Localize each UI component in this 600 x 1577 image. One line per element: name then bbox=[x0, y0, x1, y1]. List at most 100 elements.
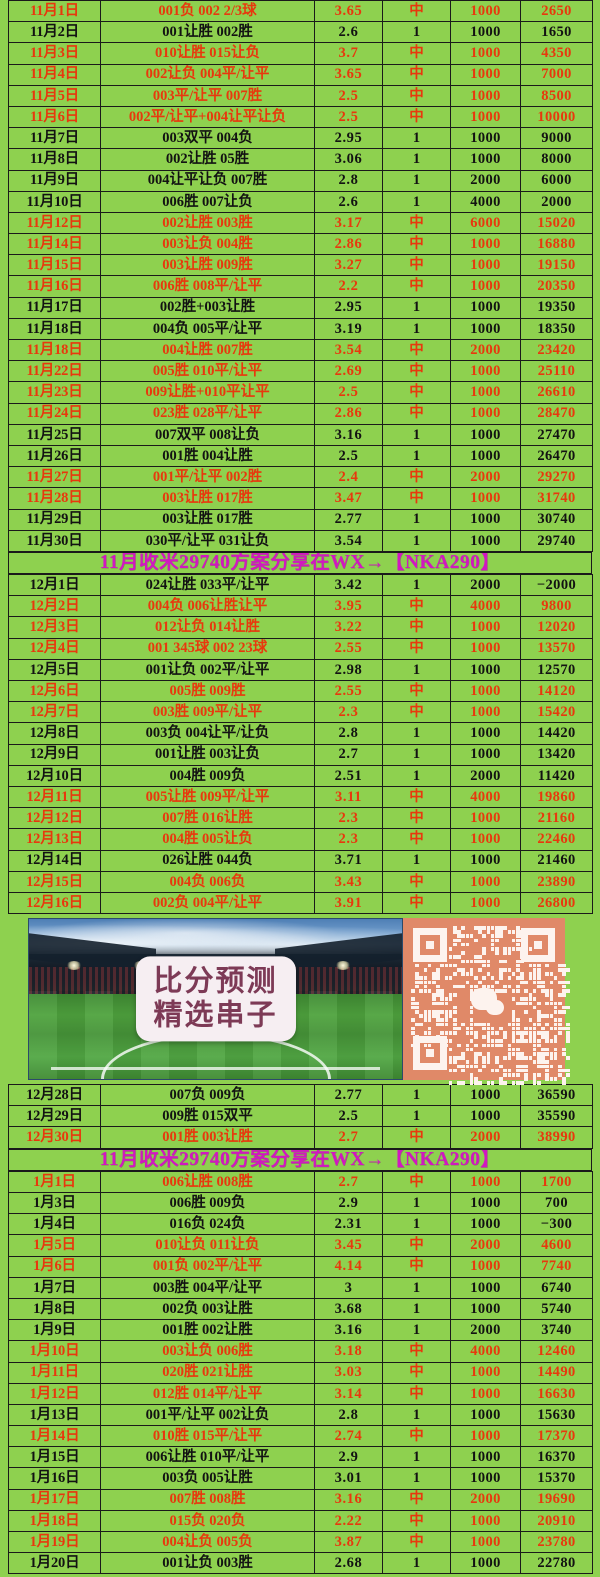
cell-odds: 2.9 bbox=[314, 1191, 383, 1215]
cell-odds: 2.95 bbox=[314, 127, 383, 150]
cell-hit: 中 bbox=[382, 275, 451, 298]
floodlight-icon bbox=[66, 960, 83, 970]
qr-module bbox=[524, 1026, 528, 1031]
qr-module bbox=[490, 934, 495, 939]
cell-match: 001平/让平 002让负 bbox=[100, 1403, 315, 1427]
cell-profit: 1650 bbox=[520, 21, 593, 44]
cell-odds: 2.7 bbox=[314, 1170, 383, 1194]
qr-module bbox=[524, 997, 528, 1002]
qr-module bbox=[503, 1068, 507, 1073]
qr-module bbox=[532, 972, 537, 976]
qr-module bbox=[549, 1052, 554, 1056]
cell-odds: 3.17 bbox=[314, 211, 383, 235]
cell-odds: 3.22 bbox=[314, 616, 383, 639]
qr-module bbox=[478, 930, 482, 934]
qr-module bbox=[511, 972, 516, 976]
qr-module bbox=[537, 1031, 541, 1035]
table-row: 12月30日 001胜 003让胜 2.7 中 2000 38990 bbox=[8, 1126, 593, 1149]
table-row: 12月1日 024让胜 033平/让平 3.42 1 2000 −2000 bbox=[8, 574, 593, 597]
cell-profit: 11420 bbox=[520, 764, 593, 787]
cell-profit: 26470 bbox=[520, 444, 593, 468]
qr-module bbox=[486, 963, 491, 968]
cell-match: 016负 024负 bbox=[100, 1213, 315, 1236]
cell-date: 11月18日 bbox=[8, 338, 101, 362]
cell-odds: 3.71 bbox=[314, 849, 383, 872]
qr-module bbox=[415, 1035, 419, 1039]
qr-module bbox=[469, 1047, 474, 1052]
cell-hit: 中 bbox=[382, 211, 451, 235]
qr-module bbox=[541, 1026, 545, 1031]
table-row: 11月8日 002让胜 05胜 3.06 1 1000 8000 bbox=[8, 148, 593, 171]
qr-module bbox=[474, 984, 478, 989]
qr-module bbox=[411, 1001, 415, 1006]
qr-module bbox=[566, 1039, 570, 1044]
cell-hit: 1 bbox=[382, 1552, 451, 1575]
qr-module bbox=[465, 972, 470, 976]
qr-module bbox=[495, 930, 499, 934]
qr-module bbox=[520, 951, 524, 955]
cell-date: 12月4日 bbox=[8, 637, 101, 660]
cell-match: 001让负 003胜 bbox=[100, 1552, 315, 1575]
cell-match: 001让胜 003让负 bbox=[100, 743, 315, 766]
cell-date: 11月25日 bbox=[8, 423, 101, 446]
qr-module bbox=[432, 972, 436, 976]
cell-odds: 2.5 bbox=[314, 381, 383, 404]
table-row: 11月18日 004负 005平/让平 3.19 1 1000 18350 bbox=[8, 317, 593, 341]
qr-module bbox=[444, 1039, 449, 1044]
cell-profit: 8500 bbox=[520, 84, 593, 107]
qr-module bbox=[436, 976, 440, 981]
qr-module bbox=[457, 1026, 461, 1031]
qr-module bbox=[427, 1010, 432, 1014]
qr-module bbox=[520, 1031, 524, 1035]
cell-date: 12月30日 bbox=[8, 1126, 101, 1149]
wechat-qr-code[interactable] bbox=[403, 918, 570, 1086]
qr-module bbox=[465, 1026, 470, 1031]
cell-profit: 7000 bbox=[520, 63, 593, 86]
qr-module bbox=[553, 1052, 558, 1056]
cell-date: 12月9日 bbox=[8, 743, 101, 766]
qr-module bbox=[474, 1022, 478, 1027]
qr-module bbox=[419, 1014, 423, 1018]
qr-module bbox=[507, 1047, 512, 1052]
cell-match: 026让胜 044负 bbox=[100, 849, 315, 872]
cell-hit: 中 bbox=[382, 1126, 451, 1149]
cell-date: 11月1日 bbox=[8, 0, 101, 23]
qr-module bbox=[436, 993, 440, 997]
cell-profit: 23420 bbox=[520, 338, 593, 362]
qr-module bbox=[495, 1039, 499, 1044]
table-row: 1月1日 006让胜 008胜 2.7 中 1000 1700 bbox=[8, 1170, 593, 1194]
cell-match: 003平/让平 007胜 bbox=[100, 84, 315, 107]
cell-stake: 1000 bbox=[450, 679, 521, 703]
qr-module bbox=[520, 1056, 524, 1060]
qr-module bbox=[499, 989, 503, 993]
cell-date: 11月7日 bbox=[8, 127, 101, 150]
promo-banner-table: 11月收米29740方案分享在WX→【NKA290】 bbox=[8, 551, 592, 575]
cell-stake: 4000 bbox=[450, 1340, 521, 1363]
cell-match: 009让胜+010平让平 bbox=[100, 381, 315, 404]
promo-image-block: 比分预测 精选串子 bbox=[8, 914, 592, 1086]
qr-module bbox=[532, 1081, 537, 1086]
cell-profit: 15020 bbox=[520, 211, 593, 235]
cell-date: 1月9日 bbox=[8, 1319, 101, 1342]
qr-module bbox=[558, 963, 562, 968]
qr-module bbox=[457, 968, 461, 972]
qr-module bbox=[532, 1005, 537, 1010]
table-row: 1月20日 001让负 003胜 2.68 1 1000 22780 bbox=[8, 1552, 593, 1575]
qr-module bbox=[415, 963, 419, 968]
qr-module bbox=[453, 1022, 457, 1027]
table-row: 1月6日 001负 002平/让平 4.14 中 1000 7740 bbox=[8, 1255, 593, 1278]
qr-module bbox=[486, 1043, 491, 1048]
table-row: 1月13日 001平/让平 002让负 2.8 1 1000 15630 bbox=[8, 1403, 593, 1427]
cell-profit: 31740 bbox=[520, 487, 593, 510]
cell-hit: 1 bbox=[382, 1446, 451, 1469]
cell-stake: 1000 bbox=[450, 402, 521, 425]
qr-module bbox=[432, 993, 436, 997]
qr-module bbox=[507, 930, 512, 934]
cell-match: 004负 006让胜让平 bbox=[100, 595, 315, 618]
cell-match: 006让胜 008胜 bbox=[100, 1170, 315, 1194]
cell-odds: 2.6 bbox=[314, 21, 383, 44]
cell-stake: 1000 bbox=[450, 381, 521, 404]
cell-odds: 2.8 bbox=[314, 169, 383, 192]
cell-profit: 2000 bbox=[520, 190, 593, 213]
cell-odds: 2.7 bbox=[314, 743, 383, 766]
